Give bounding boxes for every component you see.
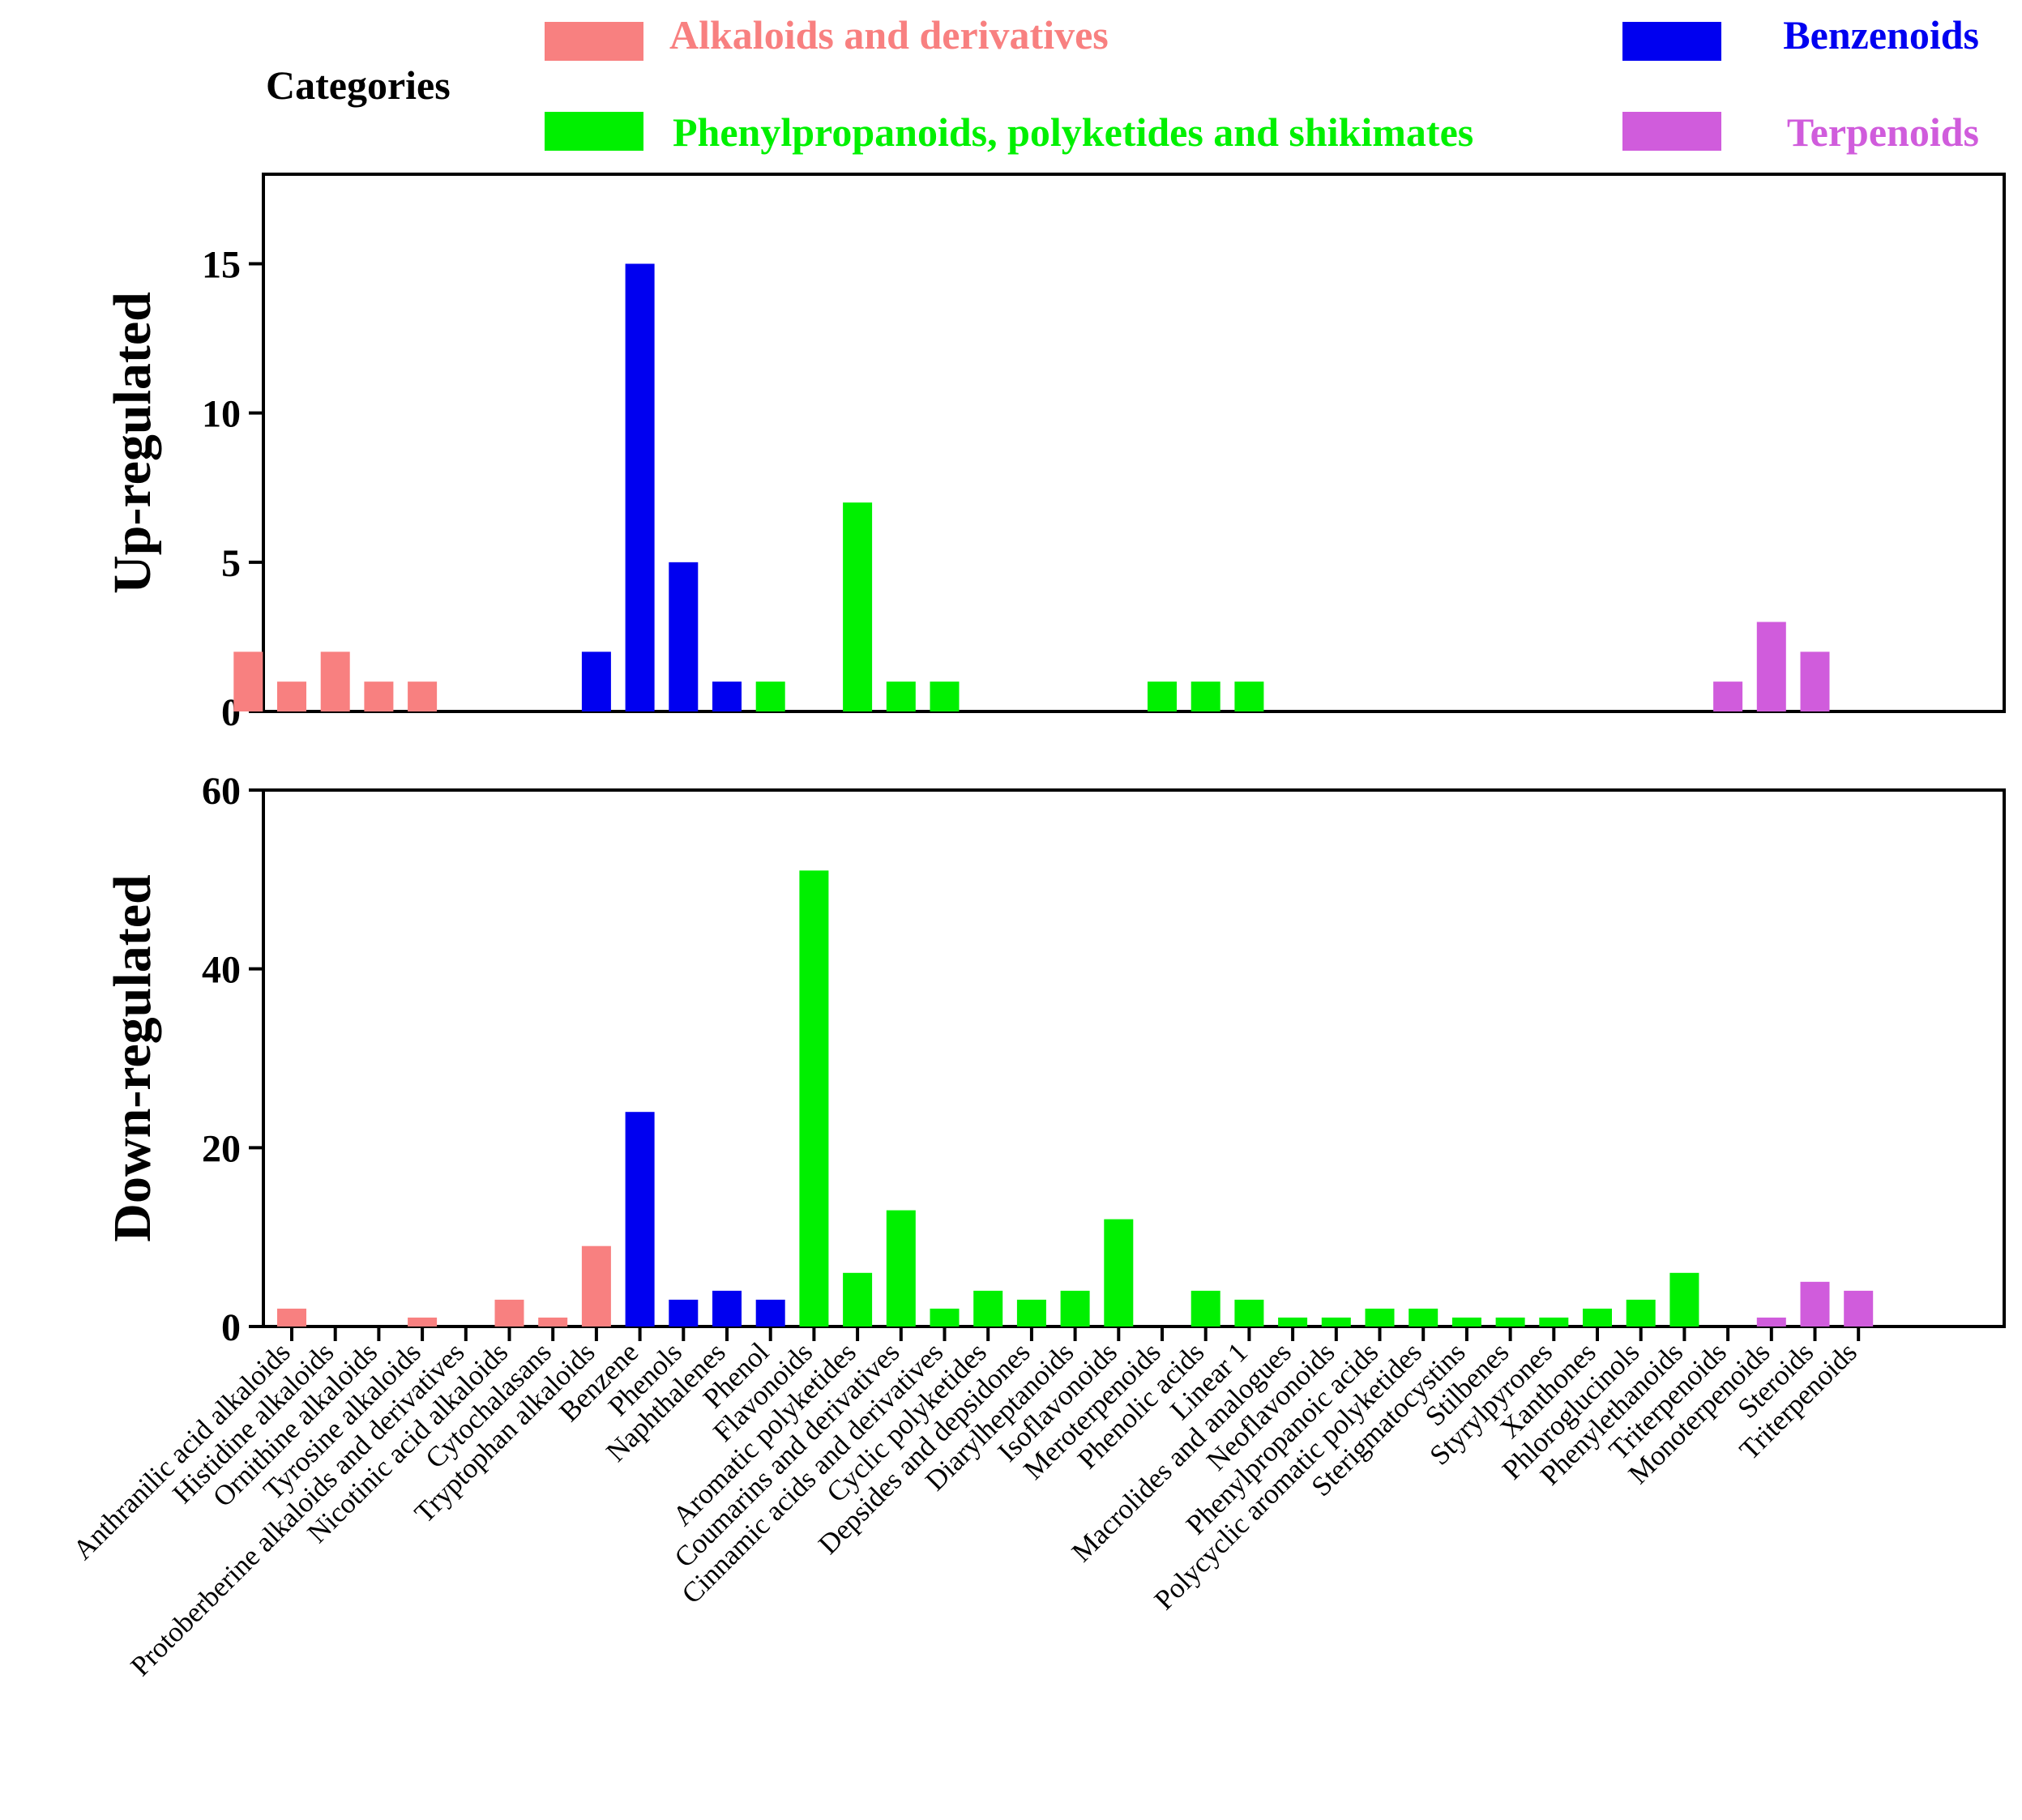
panel-0-bar-10 bbox=[669, 562, 699, 711]
panel-1-ytick-label-3: 60 bbox=[202, 770, 241, 813]
panel-0-bar-12 bbox=[755, 681, 785, 711]
panel-0-bar-23 bbox=[1234, 681, 1264, 711]
panel-1-bar-27 bbox=[1451, 1317, 1481, 1327]
panel-1-bar-31 bbox=[1626, 1299, 1656, 1327]
panel-0-ytick-label-1: 5 bbox=[221, 542, 241, 585]
panel-0-bar-3 bbox=[364, 681, 394, 711]
panel-0-bar-36 bbox=[1800, 652, 1830, 711]
panel-1-ylabel: Down-regulated bbox=[103, 874, 162, 1241]
panel-0-bar-14 bbox=[843, 502, 873, 711]
panel-1-bar-13 bbox=[843, 1272, 873, 1327]
panel-1-bar-25 bbox=[1365, 1308, 1395, 1327]
panel-0-bar-1 bbox=[277, 681, 306, 711]
panel-1-bar-32 bbox=[1669, 1272, 1699, 1327]
panel-1-ytick-label-1: 20 bbox=[202, 1127, 241, 1170]
panel-0-bar-11 bbox=[712, 681, 742, 711]
panel-1-bar-10 bbox=[712, 1290, 742, 1327]
panel-1-bar-9 bbox=[669, 1299, 699, 1327]
panel-1-bar-6 bbox=[538, 1317, 568, 1327]
legend-label-0: Alkaloids and derivatives bbox=[669, 12, 1109, 58]
legend-title: Categories bbox=[266, 62, 451, 108]
panel-0-bar-2 bbox=[320, 652, 350, 711]
legend-label-2: Phenylpropanoids, polyketides and shikim… bbox=[673, 109, 1473, 155]
panel-1-ytick-label-0: 0 bbox=[221, 1306, 241, 1349]
panel-1-bar-22 bbox=[1234, 1299, 1264, 1327]
panel-1-bar-34 bbox=[1756, 1317, 1786, 1327]
panel-1-bar-11 bbox=[755, 1299, 785, 1327]
panel-1-bar-21 bbox=[1191, 1290, 1220, 1327]
panel-0-bar-35 bbox=[1756, 622, 1786, 711]
panel-1-bar-5 bbox=[494, 1299, 524, 1327]
panel-0-bar-16 bbox=[930, 681, 960, 711]
panel-0-bar-0 bbox=[233, 652, 263, 711]
panel-1-bar-0 bbox=[277, 1308, 306, 1327]
legend-label-3: Terpenoids bbox=[1787, 109, 1979, 155]
panel-0-bar-21 bbox=[1148, 681, 1177, 711]
legend-swatch-2 bbox=[545, 112, 643, 151]
panel-1-bar-17 bbox=[1016, 1299, 1046, 1327]
panel-0-bar-22 bbox=[1191, 681, 1220, 711]
panel-1-bar-7 bbox=[581, 1245, 611, 1327]
panel-1-bar-26 bbox=[1409, 1308, 1438, 1327]
panel-1-bar-18 bbox=[1060, 1290, 1090, 1327]
panel-1-bar-15 bbox=[930, 1308, 960, 1327]
panel-0-ytick-label-2: 10 bbox=[202, 393, 241, 436]
legend-swatch-3 bbox=[1622, 112, 1721, 151]
panel-1-bar-30 bbox=[1583, 1308, 1612, 1327]
legend-label-1: Benzenoids bbox=[1783, 12, 1979, 58]
panel-1-ytick-label-2: 40 bbox=[202, 949, 241, 992]
panel-1-bar-16 bbox=[973, 1290, 1003, 1327]
panel-1-bar-23 bbox=[1278, 1317, 1308, 1327]
panel-1-bar-24 bbox=[1321, 1317, 1351, 1327]
panel-1-bar-19 bbox=[1104, 1219, 1134, 1327]
panel-1-bar-14 bbox=[886, 1210, 916, 1327]
panel-0-bar-15 bbox=[886, 681, 916, 711]
panel-0-ytick-label-3: 15 bbox=[202, 244, 241, 287]
panel-0-frame bbox=[262, 173, 2006, 713]
panel-1-bar-29 bbox=[1539, 1317, 1569, 1327]
legend-swatch-0 bbox=[545, 22, 643, 61]
panel-0-bar-34 bbox=[1713, 681, 1743, 711]
panel-1-bar-3 bbox=[408, 1317, 438, 1327]
panel-1-bar-36 bbox=[1844, 1290, 1874, 1327]
legend-swatch-1 bbox=[1622, 22, 1721, 61]
panel-1-frame bbox=[262, 788, 2006, 1328]
panel-1-bar-12 bbox=[799, 870, 829, 1327]
panel-0-bar-4 bbox=[408, 681, 438, 711]
panel-0-bar-9 bbox=[625, 263, 655, 711]
panel-0-ylabel: Up-regulated bbox=[103, 292, 162, 594]
panel-1-bar-8 bbox=[625, 1112, 655, 1327]
panel-1-bar-28 bbox=[1495, 1317, 1525, 1327]
panel-0-bar-8 bbox=[581, 652, 611, 711]
panel-1-bar-35 bbox=[1800, 1281, 1830, 1327]
